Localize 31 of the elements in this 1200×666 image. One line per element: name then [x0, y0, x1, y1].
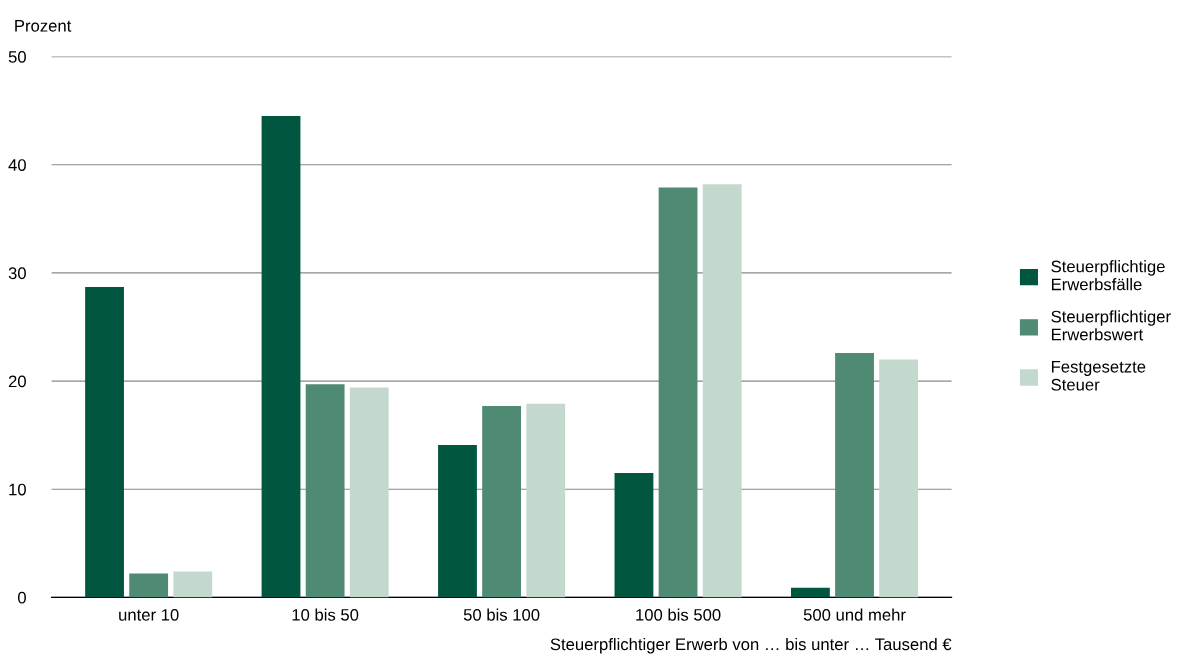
y-tick-label: 40	[8, 159, 26, 171]
y-axis-title: Prozent	[15, 20, 72, 32]
bar	[614, 473, 654, 598]
bar	[791, 587, 830, 598]
bar	[261, 116, 301, 598]
x-axis-title: Steuerpflichtiger Erwerb von … bis unter … Tausend €	[550, 637, 952, 654]
bar	[658, 187, 698, 598]
bar	[173, 571, 213, 598]
x-tick-label: 500 und mehr	[803, 608, 906, 621]
legend-label: Steuerpflichtige Erwerbsfälle	[1051, 260, 1165, 291]
x-tick-label: 10 bis 50	[292, 608, 359, 621]
x-tick-label: unter 10	[119, 608, 179, 621]
bar	[129, 573, 169, 598]
y-tick-label: 50	[8, 51, 26, 63]
bar	[702, 184, 742, 598]
bar	[305, 384, 345, 598]
legend-label: Festgesetzte Steuer	[1051, 361, 1146, 391]
y-tick-label: 30	[8, 267, 26, 280]
bar	[85, 286, 124, 598]
bar	[879, 359, 919, 598]
bar	[482, 405, 522, 598]
x-tick-label: 100 bis 500	[636, 608, 721, 621]
bar	[438, 444, 477, 598]
x-tick-label: 50 bis 100	[463, 608, 540, 621]
y-tick-label: 0	[17, 591, 26, 604]
y-tick-label: 20	[8, 375, 26, 388]
y-tick-label: 10	[9, 483, 26, 496]
legend-label: Steuerpflichtiger Erwerbswert	[1051, 310, 1171, 341]
bar	[526, 403, 566, 598]
bar	[835, 352, 874, 598]
bar	[349, 387, 389, 598]
